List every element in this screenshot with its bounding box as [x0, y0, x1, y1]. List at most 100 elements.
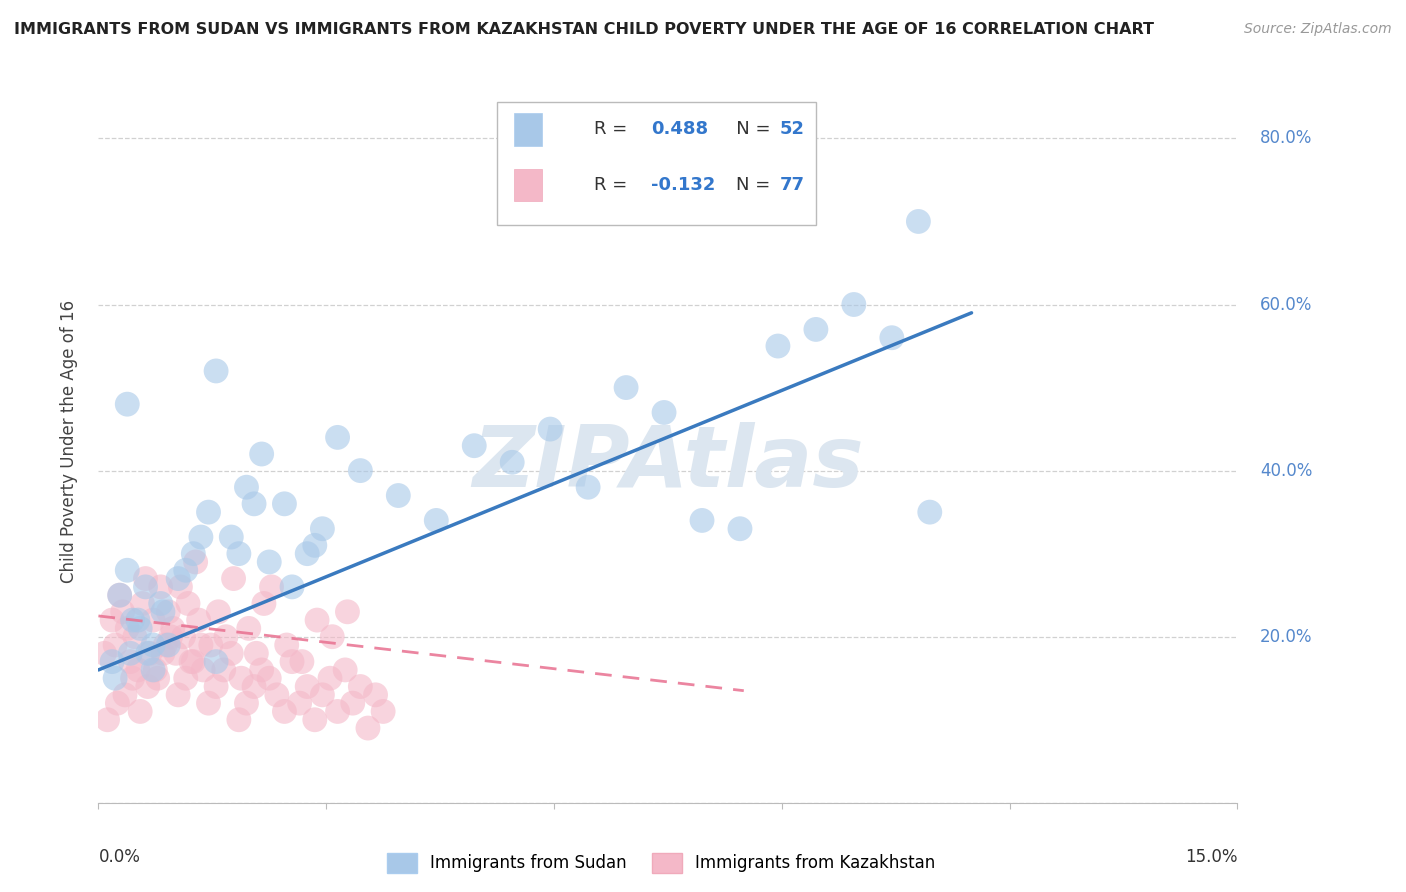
Point: [96, 713, 118, 727]
Point: [364, 688, 387, 702]
Point: [93, 646, 115, 660]
Point: [842, 297, 865, 311]
Point: [463, 439, 485, 453]
Text: 20.0%: 20.0%: [1260, 628, 1313, 646]
Text: 40.0%: 40.0%: [1260, 461, 1312, 480]
Point: [165, 646, 187, 660]
Point: [121, 613, 143, 627]
Point: [259, 671, 281, 685]
Y-axis label: Child Poverty Under the Age of 16: Child Poverty Under the Age of 16: [59, 300, 77, 583]
Point: [187, 613, 209, 627]
FancyBboxPatch shape: [498, 102, 815, 225]
Point: [276, 638, 298, 652]
Point: [205, 655, 228, 669]
Point: [108, 588, 131, 602]
Point: [142, 638, 165, 652]
Point: [281, 580, 304, 594]
Point: [231, 671, 253, 685]
Point: [120, 646, 142, 660]
Point: [342, 696, 364, 710]
Point: [291, 655, 314, 669]
Text: ZIPAtlas: ZIPAtlas: [472, 422, 863, 505]
Text: 52: 52: [779, 120, 804, 138]
Point: [311, 522, 333, 536]
Text: 77: 77: [779, 176, 804, 194]
Point: [177, 597, 200, 611]
Point: [124, 630, 146, 644]
Point: [134, 580, 156, 594]
Point: [326, 430, 349, 444]
Text: 0.0%: 0.0%: [98, 848, 141, 866]
Point: [146, 671, 169, 685]
Point: [304, 538, 326, 552]
Point: [197, 696, 219, 710]
Point: [136, 680, 159, 694]
Text: Source: ZipAtlas.com: Source: ZipAtlas.com: [1244, 22, 1392, 37]
Text: 0.488: 0.488: [651, 120, 707, 138]
Point: [297, 680, 319, 694]
Point: [245, 646, 267, 660]
Point: [273, 705, 295, 719]
Point: [228, 713, 250, 727]
Point: [880, 331, 903, 345]
Point: [200, 638, 222, 652]
Point: [326, 705, 349, 719]
Point: [259, 555, 281, 569]
Point: [117, 563, 139, 577]
FancyBboxPatch shape: [515, 113, 543, 145]
Point: [221, 646, 243, 660]
Point: [205, 680, 228, 694]
Point: [357, 721, 380, 735]
Point: [180, 655, 202, 669]
Point: [288, 696, 311, 710]
Point: [104, 671, 127, 685]
Text: R =: R =: [593, 176, 633, 194]
Point: [614, 380, 637, 394]
Text: IMMIGRANTS FROM SUDAN VS IMMIGRANTS FROM KAZAKHSTAN CHILD POVERTY UNDER THE AGE : IMMIGRANTS FROM SUDAN VS IMMIGRANTS FROM…: [14, 22, 1154, 37]
Point: [117, 397, 139, 411]
Point: [152, 646, 174, 660]
Text: 15.0%: 15.0%: [1185, 848, 1237, 866]
Point: [311, 688, 333, 702]
Point: [183, 547, 205, 561]
Point: [183, 655, 205, 669]
Text: 80.0%: 80.0%: [1260, 129, 1312, 147]
Point: [131, 597, 153, 611]
Point: [321, 630, 343, 644]
Point: [142, 613, 165, 627]
Point: [190, 530, 212, 544]
Point: [207, 605, 229, 619]
Point: [145, 663, 167, 677]
Point: [243, 680, 266, 694]
Text: -0.132: -0.132: [651, 176, 716, 194]
Point: [307, 613, 329, 627]
FancyBboxPatch shape: [515, 169, 543, 202]
Point: [304, 713, 326, 727]
Point: [235, 696, 257, 710]
Point: [197, 505, 219, 519]
Point: [221, 530, 243, 544]
Point: [253, 597, 276, 611]
Point: [149, 580, 172, 594]
Point: [149, 597, 172, 611]
Point: [336, 605, 359, 619]
Point: [804, 322, 827, 336]
Point: [319, 671, 342, 685]
Point: [136, 646, 159, 660]
Point: [157, 638, 180, 652]
Point: [728, 522, 751, 536]
Point: [129, 621, 152, 635]
Point: [652, 405, 675, 419]
Text: N =: N =: [718, 120, 776, 138]
Point: [538, 422, 561, 436]
Point: [142, 663, 165, 677]
Point: [193, 663, 215, 677]
Point: [266, 688, 288, 702]
Point: [235, 480, 257, 494]
Point: [111, 605, 134, 619]
Point: [205, 364, 228, 378]
Point: [129, 705, 152, 719]
Point: [190, 638, 212, 652]
Text: R =: R =: [593, 120, 633, 138]
Point: [101, 613, 124, 627]
